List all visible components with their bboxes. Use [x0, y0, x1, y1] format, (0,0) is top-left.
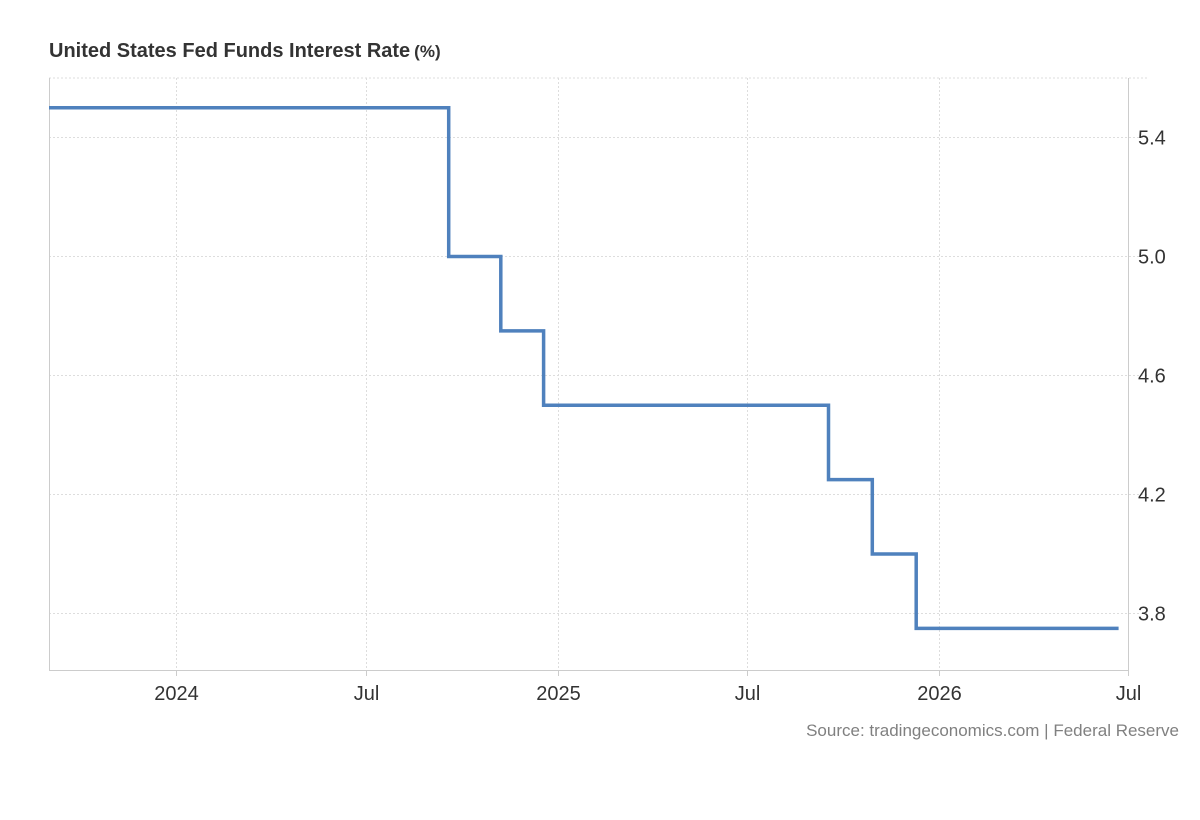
- x-tick-label: 2024: [154, 683, 199, 705]
- x-tick-label: Jul: [354, 683, 380, 705]
- series-line: [49, 105, 1119, 631]
- chart-source: Source: tradingeconomics.com | Federal R…: [806, 721, 1179, 740]
- chart-title-text: United States Fed Funds Interest Rate: [49, 40, 411, 62]
- y-tick-label: 4.2: [1138, 485, 1166, 507]
- x-tick-label: Jul: [735, 683, 761, 705]
- y-tick-label: 4.6: [1138, 366, 1166, 388]
- x-tick-label: 2026: [917, 683, 962, 705]
- y-tick-label: 5.0: [1138, 247, 1166, 269]
- x-tick-label: 2025: [536, 683, 581, 705]
- y-tick-label: 3.8: [1138, 604, 1166, 626]
- chart-title: United States Fed Funds Interest Rate (%): [49, 40, 441, 63]
- y-tick-label: 5.4: [1138, 128, 1166, 150]
- x-tick-label: Jul: [1116, 683, 1142, 705]
- chart-title-unit: (%): [414, 42, 441, 61]
